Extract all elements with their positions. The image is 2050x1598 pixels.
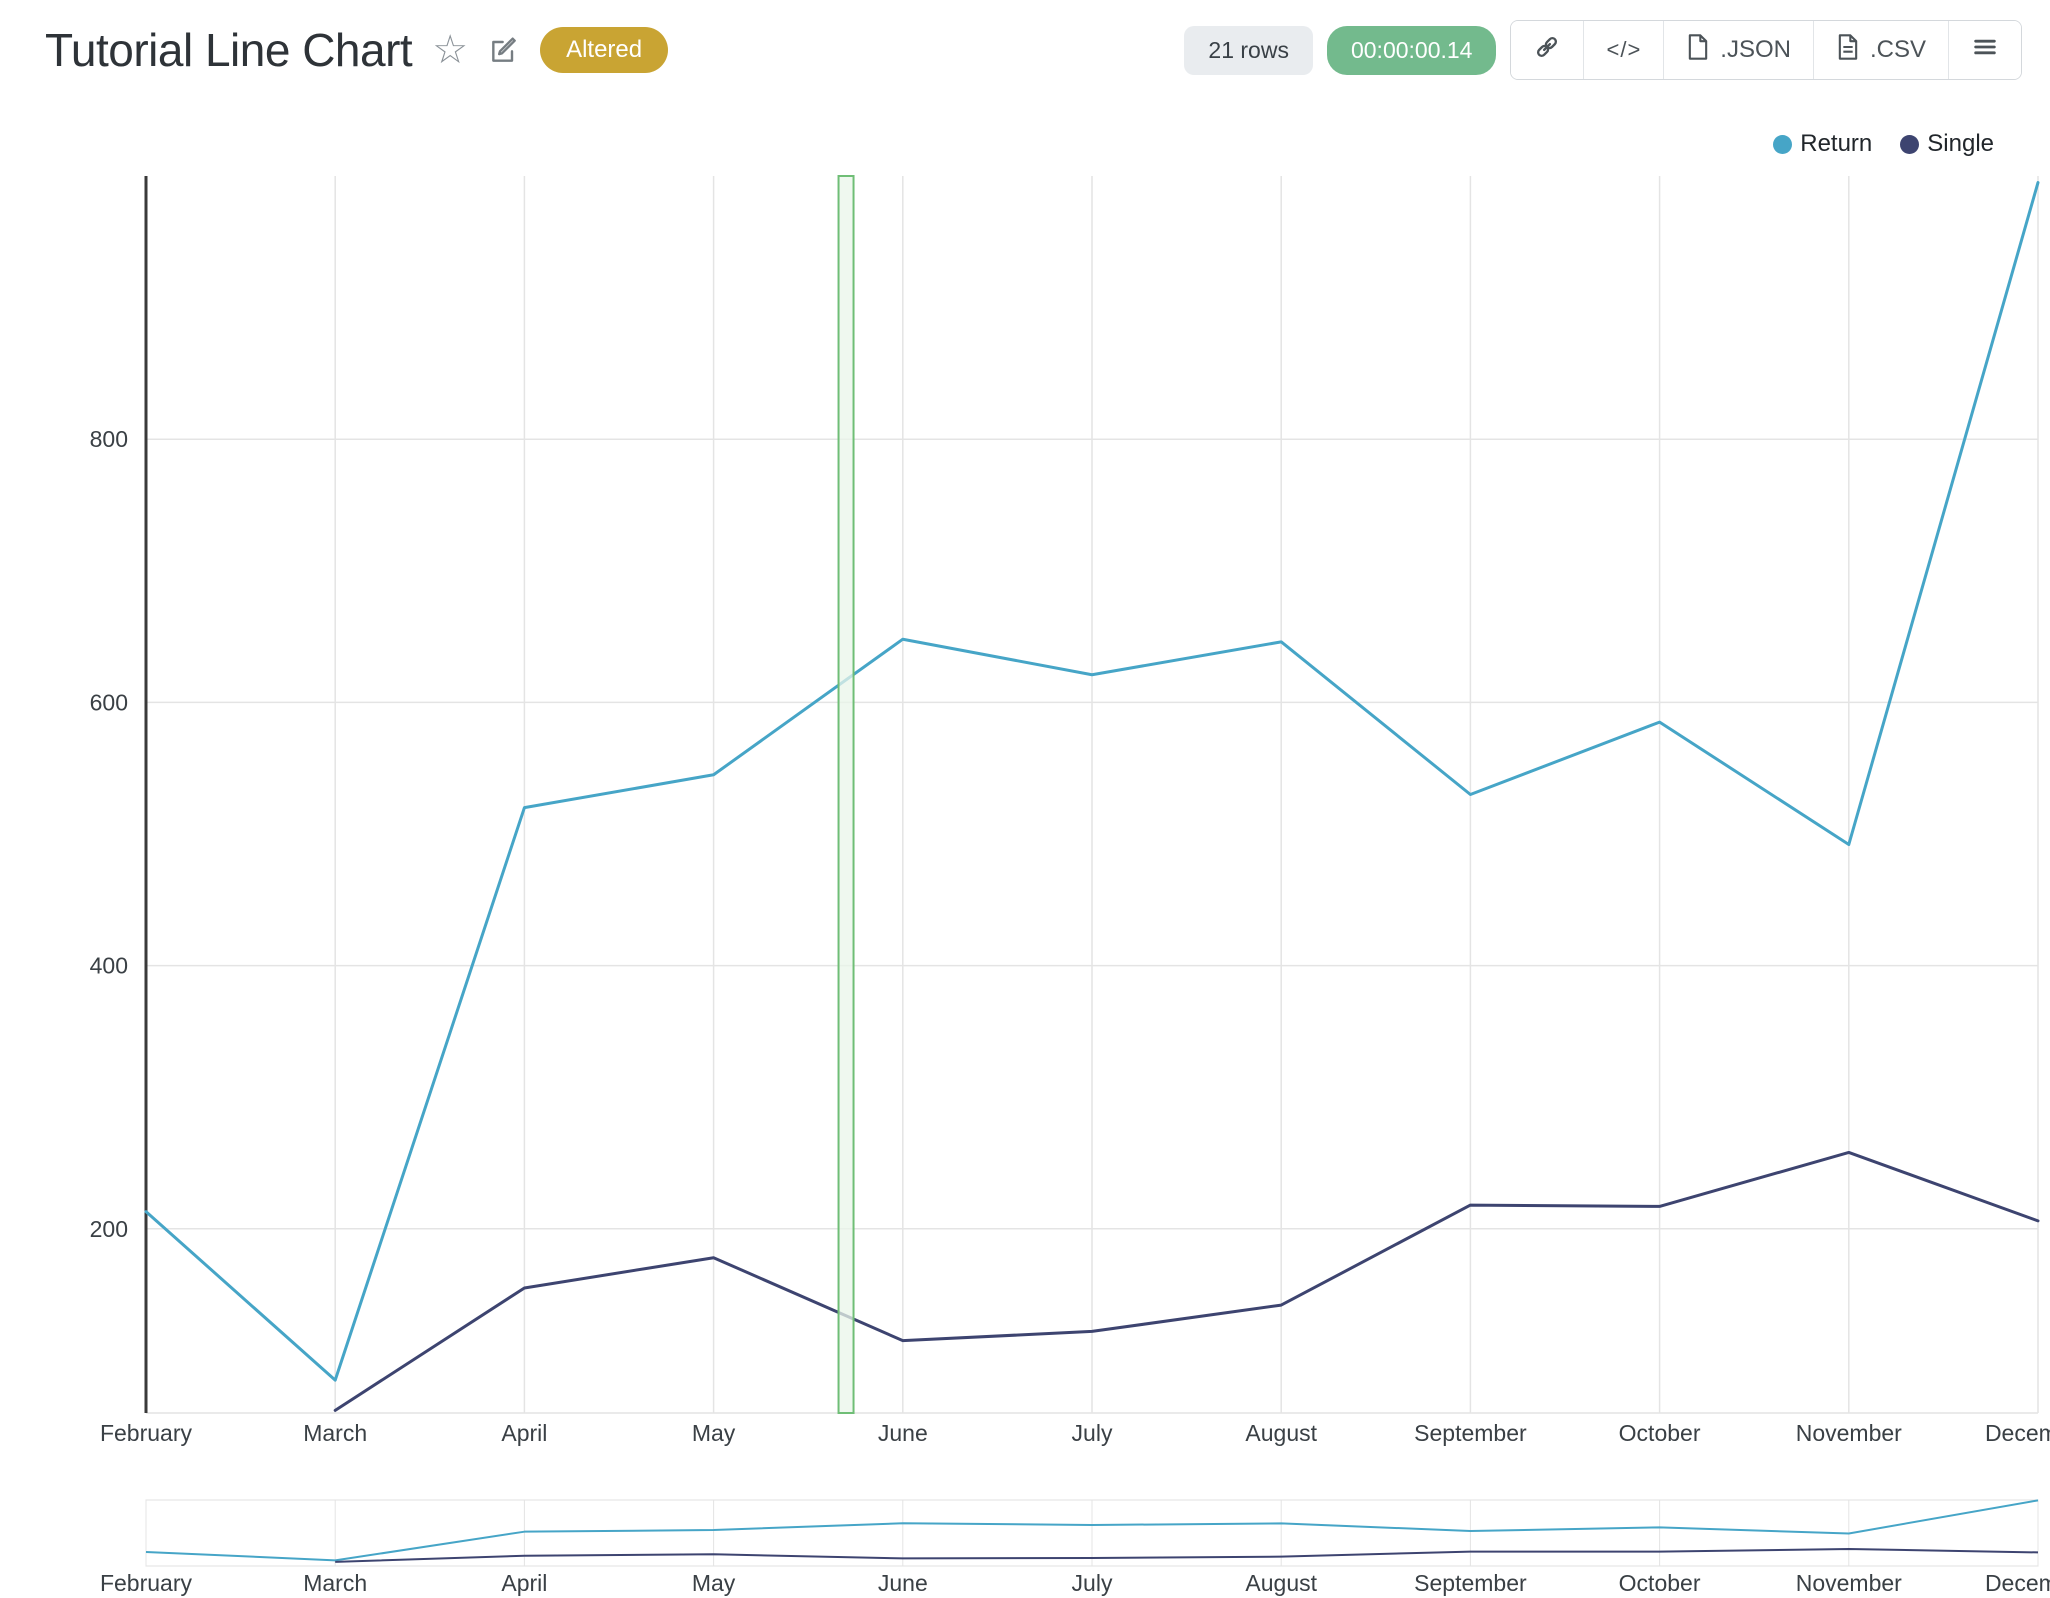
line-chart[interactable]: 200 400 600 800 February March April May June Jul…	[0, 100, 2050, 1598]
legend-swatch-icon	[1773, 134, 1793, 154]
row-count-badge: 21 rows	[1184, 25, 1313, 75]
legend-label: Single	[1927, 130, 1994, 157]
x-tick-label: November	[1796, 1420, 1902, 1446]
edit-icon[interactable]	[488, 34, 520, 66]
share-link-button[interactable]	[1511, 21, 1584, 79]
rangeslider-tick-label: September	[1414, 1570, 1527, 1596]
line-series-return[interactable]	[144, 181, 2040, 1382]
menu-button[interactable]	[1948, 21, 2021, 79]
rangeslider-tick-label: June	[878, 1570, 928, 1596]
x-tick-label: May	[692, 1420, 736, 1446]
header-actions: 21 rows 00:00:00.14 <	[1184, 20, 2022, 80]
rangeslider-tick-label: December	[1985, 1570, 2050, 1596]
rangeslider-tick-label: May	[692, 1570, 736, 1596]
x-tick-label: September	[1414, 1420, 1527, 1446]
legend-label: Return	[1800, 130, 1873, 157]
x-tick-label: December	[1985, 1420, 2050, 1446]
x-tick-label: February	[100, 1420, 193, 1446]
x-tick-label: October	[1619, 1420, 1701, 1446]
chart-legend: Return Single	[1773, 130, 1994, 158]
rangeslider[interactable]: February March April May June July August Septe…	[100, 1499, 2050, 1596]
file-json-icon	[1686, 33, 1710, 68]
rangeslider-tick-label: July	[1072, 1570, 1113, 1596]
embed-code-button[interactable]: </>	[1583, 21, 1664, 79]
x-tick-label: April	[501, 1420, 547, 1446]
rangeslider-tick-label: August	[1245, 1570, 1317, 1596]
title-group: Tutorial Line Chart ☆ Altered	[45, 23, 669, 77]
y-tick-label: 600	[90, 689, 128, 715]
rangeslider-tick-label: April	[501, 1570, 547, 1596]
link-icon	[1533, 33, 1561, 68]
x-tick-label: July	[1072, 1420, 1113, 1446]
rangeslider-tick-label: November	[1796, 1570, 1902, 1596]
x-tick-label: March	[303, 1420, 367, 1446]
favorite-star-icon[interactable]: ☆	[432, 28, 469, 72]
file-csv-icon	[1836, 33, 1860, 68]
legend-item-return[interactable]: Return	[1773, 130, 1872, 158]
selection-band[interactable]	[837, 175, 855, 1414]
rangeslider-tick-label: February	[100, 1570, 193, 1596]
axis-labels: 200 400 600 800 February March April May June Jul…	[90, 426, 2050, 1446]
export-button-group: </> .JSON	[1510, 20, 2022, 80]
x-tick-label: June	[878, 1420, 928, 1446]
series-lines	[144, 181, 2040, 1412]
download-json-button[interactable]: .JSON	[1663, 21, 1813, 79]
page-title: Tutorial Line Chart	[45, 24, 413, 76]
y-tick-label: 200	[90, 1216, 128, 1242]
download-csv-button[interactable]: .CSV	[1812, 21, 1948, 79]
rangeslider-series-return	[145, 1499, 2039, 1562]
rangeslider-series-single	[335, 1547, 2039, 1563]
x-tick-label: August	[1245, 1420, 1317, 1446]
altered-badge: Altered	[540, 26, 669, 74]
legend-swatch-icon	[1900, 134, 1920, 154]
rangeslider-tick-label: October	[1619, 1570, 1701, 1596]
runtime-badge: 00:00:00.14	[1326, 25, 1497, 75]
legend-item-single[interactable]: Single	[1900, 130, 1994, 158]
chart-area: Return Single 200 400 600 800 February March Ap…	[0, 100, 2050, 1598]
rangeslider-tick-label: March	[303, 1570, 367, 1596]
gridlines	[145, 176, 2039, 1414]
code-icon: </>	[1606, 37, 1642, 62]
y-tick-label: 800	[90, 426, 128, 452]
download-csv-label: .CSV	[1869, 36, 1926, 63]
line-series-single[interactable]	[333, 1150, 2040, 1412]
y-tick-label: 400	[90, 953, 128, 979]
hamburger-menu-icon	[1971, 33, 1999, 68]
header: Tutorial Line Chart ☆ Altered 21 rows 00…	[0, 0, 2050, 100]
download-json-label: .JSON	[1720, 36, 1791, 63]
